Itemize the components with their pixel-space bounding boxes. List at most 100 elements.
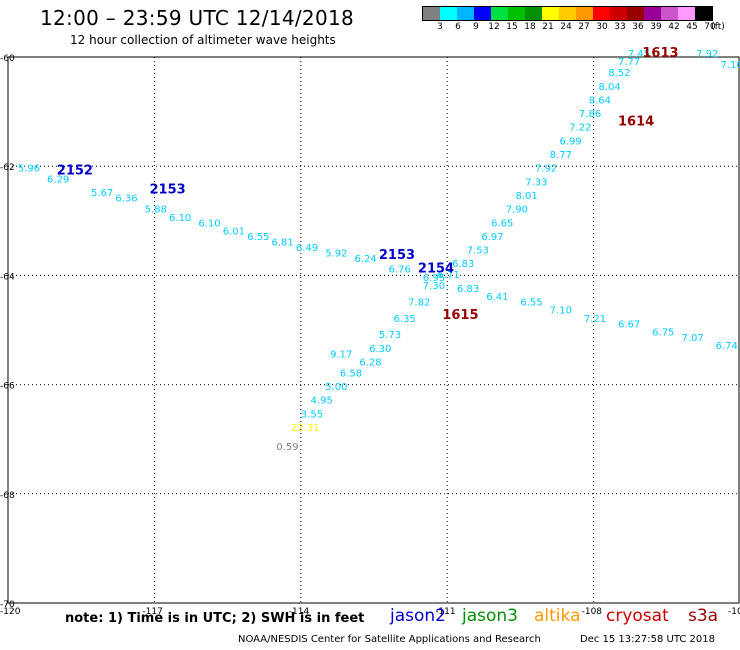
wave-height-value: 7.10 (550, 306, 572, 317)
wave-height-value: 6.71 (437, 270, 459, 281)
wave-height-value: 6.75 (652, 327, 674, 338)
wave-height-value: 6.01 (223, 226, 245, 237)
legend-label: 18 (524, 22, 536, 32)
legend-swatch (610, 7, 627, 20)
pass-id-label: 1613 (642, 46, 678, 61)
wave-height-value: 7.07 (681, 333, 703, 344)
wave-height-value: 5.00 (325, 382, 347, 393)
wave-height-value: 7.21 (584, 314, 606, 325)
wave-height-value: 6.74 (716, 341, 738, 352)
wave-height-value: 7.16 (720, 60, 740, 71)
wave-height-value: 22.31 (291, 423, 320, 434)
wave-height-value: 7.92 (535, 164, 557, 175)
wave-height-value: 6.83 (457, 284, 479, 295)
map-frame (7, 56, 740, 604)
mission-label-jason2: jason2 (390, 606, 446, 626)
wave-height-value: 6.49 (296, 243, 318, 254)
lat-tick-label: -62 (0, 163, 15, 173)
legend-swatches (422, 6, 713, 21)
legend-swatch (440, 7, 457, 20)
wave-height-value: 7.30 (423, 281, 445, 292)
legend-unit: (ft) (711, 22, 725, 32)
credit-line: NOAA/NESDIS Center for Satellite Applica… (238, 634, 541, 645)
wave-height-value: 6.35 (394, 314, 416, 325)
wave-height-value: 5.96 (18, 164, 40, 175)
footer-note: note: 1) Time is in UTC; 2) SWH is in fe… (65, 611, 365, 626)
legend-label: 21 (542, 22, 554, 32)
mission-label-s3a: s3a (688, 606, 719, 626)
legend-label: 70 (704, 22, 716, 32)
wave-height-value: 6.41 (486, 292, 508, 303)
timestamp: Dec 15 13:27:58 UTC 2018 (580, 634, 715, 645)
legend-label: 24 (560, 22, 572, 32)
pass-id-label: 1614 (618, 114, 654, 129)
wave-height-value: 4.95 (311, 396, 333, 407)
lat-tick-label: -70 (0, 600, 15, 610)
lon-tick-label: -111 (435, 607, 455, 617)
legend-swatch (542, 7, 559, 20)
wave-height-value: 7.33 (525, 177, 547, 188)
legend-swatch (644, 7, 661, 20)
legend-swatch (525, 7, 542, 20)
legend-label: 3 (437, 22, 443, 32)
legend-swatch (457, 7, 474, 20)
pass-id-label: 2152 (57, 163, 93, 178)
wave-height-value: 7.82 (408, 297, 430, 308)
wave-height-value: 6.28 (359, 357, 381, 368)
wave-height-value: 6.58 (340, 368, 362, 379)
wave-height-value: 6.10 (169, 213, 191, 224)
lon-tick-label: -114 (289, 607, 310, 617)
mission-label-altika: altika (534, 606, 581, 626)
wave-height-value: 6.97 (481, 232, 503, 243)
wave-height-value: 8.77 (550, 150, 572, 161)
wave-height-value: 6.65 (491, 218, 513, 229)
legend-label: 15 (506, 22, 518, 32)
legend-labels: 3 6 9 12 15 18 21 24 27 30 33 36 39 42 45 70 (ft) (422, 21, 725, 35)
wave-height-value: 7.22 (569, 123, 591, 134)
legend-label: 30 (596, 22, 608, 32)
wave-height-value: 7.92 (696, 49, 718, 60)
lat-tick-label: -60 (0, 54, 15, 64)
pass-id-label: 2153 (379, 248, 415, 263)
wave-height-value: 6.36 (115, 194, 137, 205)
lat-tick-label: -68 (0, 491, 15, 501)
wave-height-value: 0.59 (276, 442, 298, 453)
lat-tick-label: -64 (0, 272, 15, 282)
legend-swatch (678, 7, 695, 20)
pass-id-label: 2154 (418, 262, 454, 277)
legend-label: 27 (578, 22, 590, 32)
lat-tick-label: -66 (0, 382, 15, 392)
legend-swatch (474, 7, 491, 20)
wave-height-value: 7.86 (579, 109, 601, 120)
legend-label: 45 (686, 22, 698, 32)
mission-label-cryosat: cryosat (606, 606, 669, 626)
legend-label: 36 (632, 22, 644, 32)
legend-swatch (661, 7, 678, 20)
legend-label: 6 (455, 22, 461, 32)
legend-swatch (508, 7, 525, 20)
wave-height-value: 5.92 (325, 248, 347, 259)
legend-swatch (593, 7, 610, 20)
legend-label: 9 (473, 22, 479, 32)
lon-tick-label: -120 (0, 607, 21, 617)
wave-height-value: 7.77 (618, 57, 640, 68)
lon-tick-label: -108 (582, 607, 603, 617)
wave-height-value: 8.52 (608, 68, 630, 79)
legend-swatch (576, 7, 593, 20)
lon-tick-label: -105 (728, 607, 740, 617)
wave-height-value: 6.30 (369, 344, 391, 355)
legend-label: 42 (668, 22, 680, 32)
wave-height-value: 3.55 (301, 409, 323, 420)
legend-swatch (627, 7, 644, 20)
wave-height-value: 8.04 (598, 82, 620, 93)
pass-id-label: 2153 (150, 183, 186, 198)
wave-height-value: 6.67 (618, 319, 640, 330)
legend-label: 33 (614, 22, 626, 32)
wave-height-value: 6.83 (452, 259, 474, 270)
map-title: 12:00 – 23:59 UTC 12/14/2018 (40, 6, 355, 30)
wave-height-value: 6.55 (247, 232, 269, 243)
wave-height-value: 7.53 (467, 246, 489, 257)
map-subtitle: 12 hour collection of altimeter wave hei… (70, 33, 336, 47)
wave-height-value: 6.81 (272, 237, 294, 248)
wave-height-value: 5.73 (379, 330, 401, 341)
